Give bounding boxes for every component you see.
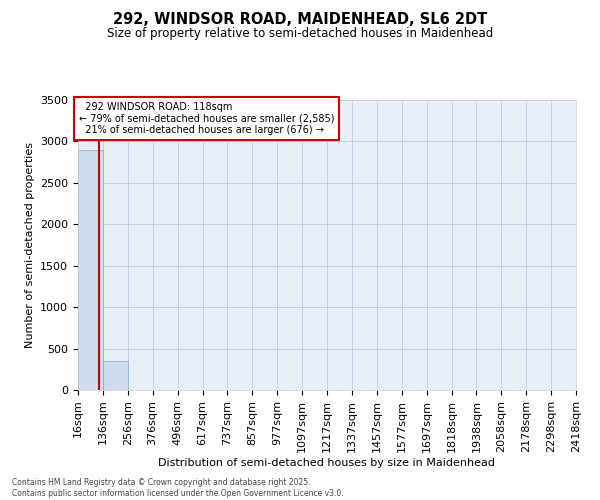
- Y-axis label: Number of semi-detached properties: Number of semi-detached properties: [25, 142, 35, 348]
- Bar: [103, 361, 128, 390]
- Text: 292, WINDSOR ROAD, MAIDENHEAD, SL6 2DT: 292, WINDSOR ROAD, MAIDENHEAD, SL6 2DT: [113, 12, 487, 28]
- X-axis label: Distribution of semi-detached houses by size in Maidenhead: Distribution of semi-detached houses by …: [158, 458, 496, 468]
- Text: Size of property relative to semi-detached houses in Maidenhead: Size of property relative to semi-detach…: [107, 28, 493, 40]
- Text: 292 WINDSOR ROAD: 118sqm
← 79% of semi-detached houses are smaller (2,585)
  21%: 292 WINDSOR ROAD: 118sqm ← 79% of semi-d…: [79, 102, 335, 135]
- Text: Contains HM Land Registry data © Crown copyright and database right 2025.
Contai: Contains HM Land Registry data © Crown c…: [12, 478, 344, 498]
- Bar: [78, 150, 103, 390]
